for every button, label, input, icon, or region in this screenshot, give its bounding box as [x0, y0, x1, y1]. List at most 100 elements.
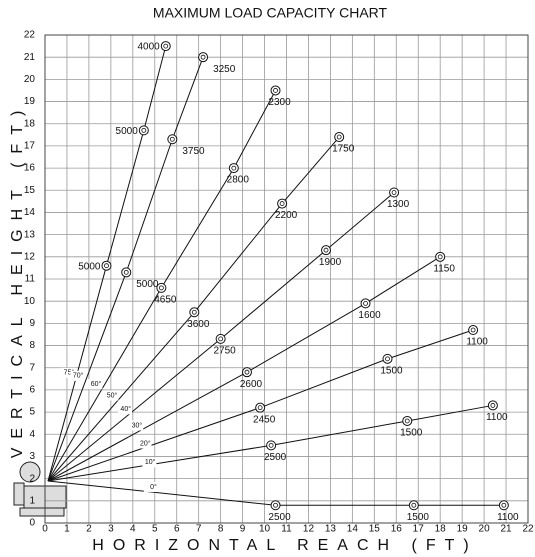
x-tick-label: 6: [174, 524, 180, 535]
chart-title: MAXIMUM LOAD CAPACITY CHART: [153, 5, 388, 21]
boom-line: [160, 90, 276, 289]
load-point-inner: [218, 336, 224, 342]
load-point: [241, 367, 252, 378]
x-tick-label: 1: [64, 524, 70, 535]
load-point-inner: [470, 327, 476, 333]
load-point: [360, 298, 371, 309]
y-tick-label: 20: [24, 74, 36, 85]
x-tick-label: 21: [500, 524, 512, 535]
load-point: [167, 134, 178, 145]
load-point: [121, 267, 132, 278]
load-label: 1100: [497, 512, 519, 523]
load-point: [468, 325, 479, 336]
y-tick-label: 10: [24, 296, 36, 307]
x-tick-label: 15: [369, 524, 381, 535]
x-tick-label: 22: [522, 524, 534, 535]
load-point: [321, 245, 332, 256]
x-tick-label: 12: [303, 524, 315, 535]
load-point-inner: [404, 418, 410, 424]
load-point: [498, 500, 509, 511]
load-point: [382, 353, 393, 364]
load-label: 2800: [227, 175, 250, 186]
load-label: 5000: [78, 261, 101, 272]
x-tick-label: 5: [152, 524, 158, 535]
load-label: 1600: [358, 310, 381, 321]
y-tick-label: 7: [29, 362, 35, 373]
load-point-inner: [163, 43, 169, 49]
angle-label: 30°: [132, 421, 143, 429]
crane-base: [13, 482, 25, 506]
x-tick-label: 3: [108, 524, 114, 535]
load-point-inner: [323, 247, 329, 253]
y-tick-label: 22: [24, 30, 36, 41]
load-point: [277, 198, 288, 209]
load-point-inner: [411, 502, 417, 508]
load-point-inner: [191, 309, 197, 315]
load-label: 1300: [387, 199, 410, 210]
y-tick-label: 17: [24, 141, 36, 152]
y-tick-label: 12: [24, 251, 36, 262]
boom-leg: [47, 480, 276, 506]
x-tick-label: 17: [413, 524, 425, 535]
load-label: 4650: [154, 295, 177, 306]
boom-leg: [47, 272, 127, 482]
load-point-inner: [169, 136, 175, 142]
x-tick-label: 9: [240, 524, 246, 535]
load-point: [160, 41, 171, 52]
load-point-inner: [336, 134, 342, 140]
y-tick-label: 21: [24, 52, 36, 63]
boom-leg: [47, 407, 261, 482]
boom-leg: [47, 287, 162, 482]
angle-label-bg: [129, 420, 144, 431]
y-tick-label: 19: [24, 96, 36, 107]
load-label: 1500: [407, 512, 430, 523]
plot-frame: [44, 34, 529, 524]
x-tick-label: 16: [391, 524, 403, 535]
x-tick-label: 2: [86, 524, 92, 535]
load-label: 2500: [268, 512, 291, 523]
load-label: 1750: [332, 144, 355, 155]
boom-line: [246, 256, 441, 373]
load-point: [101, 260, 112, 271]
load-label: 3750: [182, 146, 205, 157]
angle-label: 10°: [145, 458, 156, 466]
y-tick-label: 1: [29, 495, 35, 506]
load-point: [408, 500, 419, 511]
load-point-inner: [123, 269, 129, 275]
y-tick-label: 14: [24, 207, 36, 218]
angle-label: 20°: [140, 439, 151, 447]
crane-turret: [19, 461, 41, 483]
angle-label: 40°: [120, 405, 131, 413]
load-point: [198, 52, 209, 63]
load-point: [270, 85, 281, 96]
x-axis-title: HORIZONTAL REACH (FT): [92, 537, 477, 554]
angle-label: 70°: [73, 372, 84, 380]
load-label: 2600: [240, 379, 263, 390]
load-point: [228, 163, 239, 174]
x-tick-label: 18: [435, 524, 447, 535]
angle-label-bg: [142, 457, 157, 468]
boom-leg: [47, 311, 195, 482]
boom-leg: [47, 338, 221, 482]
load-label: 2200: [275, 210, 298, 221]
y-axis-title: VERTICAL HEIGHT (FT): [9, 102, 26, 459]
x-tick-label: 14: [347, 524, 359, 535]
load-point-inner: [279, 201, 285, 206]
load-label: 1150: [433, 263, 455, 274]
load-point-inner: [244, 369, 250, 375]
load-point: [255, 402, 266, 413]
y-tick-label: 8: [29, 340, 35, 351]
load-label: 2300: [268, 97, 291, 108]
y-tick-label: 11: [25, 274, 36, 285]
load-point-inner: [391, 190, 397, 195]
load-point-inner: [158, 285, 164, 291]
boom-leg: [47, 371, 248, 482]
angle-label-bg: [104, 390, 119, 401]
y-tick-label: 18: [24, 118, 36, 129]
load-point: [389, 187, 400, 198]
boom-leg: [47, 444, 272, 482]
angle-label-bg: [137, 438, 152, 449]
x-tick-label: 0: [42, 524, 48, 535]
angle-label-bg: [70, 370, 85, 381]
